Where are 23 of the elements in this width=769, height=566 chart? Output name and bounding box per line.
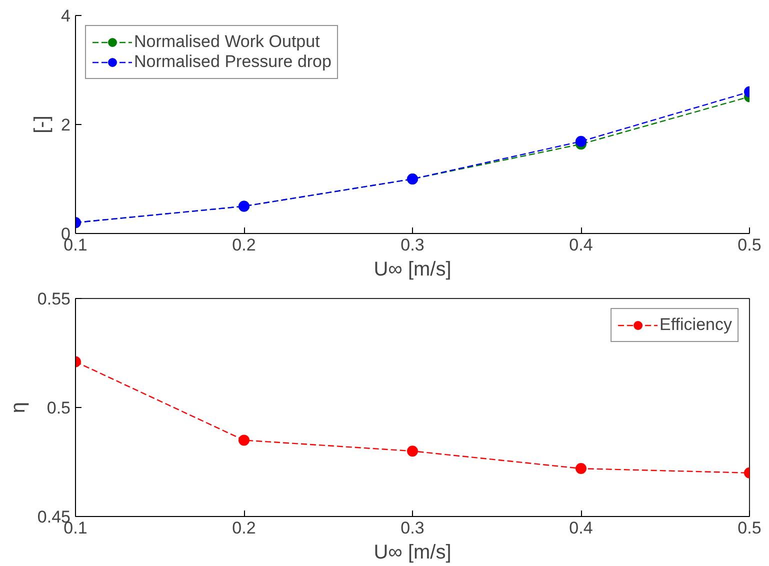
y-tick-label: 0.55 [37, 290, 71, 308]
x-tick-label: 0.5 [738, 518, 762, 538]
x-tick-label: 0.5 [738, 236, 762, 254]
x-tick-label: 0.4 [569, 236, 593, 254]
x-axis-title: U∞ [m/s] [374, 258, 452, 280]
legend-label: Normalised Work Output [134, 32, 320, 52]
point [407, 446, 418, 457]
x-tick-label: 0.2 [232, 236, 256, 254]
x-tick-label: 0.3 [400, 518, 424, 538]
x-tick-label: 0.4 [569, 518, 593, 538]
y-axis-title: η [7, 402, 30, 414]
y-tick-label: 4 [61, 6, 71, 26]
x-axis-title: U∞ [m/s] [374, 542, 452, 564]
x-tick-label: 0.2 [232, 518, 256, 538]
point [238, 434, 250, 446]
y-axis-title: [-] [31, 116, 54, 134]
point [576, 463, 586, 474]
x-tick-label: 0.3 [400, 236, 424, 254]
y-tick-label: 0.5 [46, 398, 71, 418]
point [576, 136, 586, 147]
y-tick-label: 2 [61, 116, 71, 134]
legend-label: Normalised Pressure drop [134, 52, 332, 72]
legend-label: Efficiency [660, 315, 732, 335]
